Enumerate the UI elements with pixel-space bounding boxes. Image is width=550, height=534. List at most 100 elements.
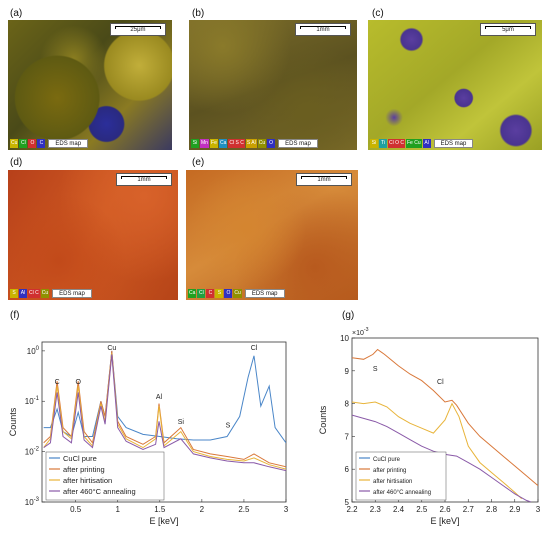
element-chip: Cl O C bbox=[388, 139, 405, 148]
scale-bar: 1mm bbox=[295, 23, 351, 36]
peak-annotation: Cl bbox=[437, 379, 444, 386]
x-tick-label: 2.9 bbox=[509, 505, 521, 514]
element-chip: Cu bbox=[257, 139, 267, 148]
element-chip: Si bbox=[370, 139, 378, 148]
legend-box bbox=[355, 451, 447, 501]
x-axis-label: E [keV] bbox=[430, 516, 459, 526]
series-line bbox=[352, 401, 523, 500]
element-legend: S Al Cl C Cu EDS map bbox=[10, 289, 92, 298]
x-tick-label: 2.6 bbox=[439, 505, 451, 514]
element-chip: Si bbox=[191, 139, 199, 148]
legend-entry: after printing bbox=[373, 468, 406, 474]
series-line bbox=[43, 353, 286, 470]
y-tick-label: 10-2 bbox=[25, 447, 40, 457]
legend-entry: CuCl pure bbox=[373, 457, 401, 463]
y-axis-label: Counts bbox=[318, 405, 328, 434]
series-line bbox=[352, 348, 538, 486]
panel-label-d: (d) bbox=[10, 157, 23, 168]
eds-map-label: EDS map bbox=[433, 139, 474, 148]
y-tick-label: 10-1 bbox=[25, 396, 40, 406]
x-axis-label: E [keV] bbox=[149, 516, 178, 526]
eds-map-c: 5μm Si Ti Cl O C Fe Cu Al EDS map bbox=[368, 20, 542, 150]
panel-label-c: (c) bbox=[372, 8, 384, 19]
y-tick-label: 8 bbox=[345, 400, 350, 409]
element-chip: S bbox=[215, 289, 224, 298]
x-tick-label: 1 bbox=[115, 505, 120, 514]
element-chip: O bbox=[267, 139, 276, 148]
element-chip: C bbox=[37, 139, 46, 148]
y-exponent-label: ×10-3 bbox=[352, 327, 369, 337]
x-tick-label: 2 bbox=[200, 505, 205, 514]
eds-map-label: EDS map bbox=[52, 289, 92, 298]
eds-map-d: 1mm S Al Cl C Cu EDS map bbox=[8, 170, 178, 300]
x-tick-label: 1.5 bbox=[154, 505, 166, 514]
y-tick-label: 5 bbox=[345, 498, 350, 507]
series-line bbox=[43, 354, 286, 472]
peak-annotation: Al bbox=[156, 394, 163, 401]
panel-label-b: (b) bbox=[192, 8, 205, 19]
element-chip: O bbox=[28, 139, 37, 148]
element-chip: Ca bbox=[188, 289, 197, 298]
legend-entry: after printing bbox=[63, 465, 105, 474]
y-tick-label: 10 bbox=[340, 334, 349, 343]
peak-annotation: C bbox=[55, 379, 60, 386]
x-tick-label: 2.2 bbox=[346, 505, 358, 514]
scale-bar: 5μm bbox=[480, 23, 536, 36]
x-tick-label: 2.5 bbox=[416, 505, 428, 514]
peak-annotation: Si bbox=[178, 419, 185, 426]
x-tick-label: 3 bbox=[284, 505, 289, 514]
element-chip: Cl C bbox=[28, 289, 40, 298]
eds-map-label: EDS map bbox=[278, 139, 318, 148]
legend-entry: CuCl pure bbox=[63, 454, 97, 463]
panel-label-e: (e) bbox=[192, 157, 205, 168]
x-tick-label: 3 bbox=[536, 505, 541, 514]
legend-box bbox=[45, 451, 165, 501]
element-chip: Ca bbox=[218, 139, 228, 148]
panel-label-f: (f) bbox=[10, 310, 20, 321]
y-tick-label: 100 bbox=[27, 346, 40, 356]
spectrum-chart-f: 0.5 1 1.5 2 2.5 3 10-3 10-2 10-1 100 E [keV] Counts… bbox=[8, 341, 289, 526]
element-chip: Al bbox=[422, 139, 431, 148]
peak-annotation: Cl bbox=[251, 345, 258, 352]
element-chip: Mn bbox=[200, 139, 209, 148]
x-tick-label: 0.5 bbox=[70, 505, 82, 514]
element-chip: Fe Cu bbox=[406, 139, 422, 148]
element-chip: Cu bbox=[10, 139, 19, 148]
legend-entry: after 460°C annealing bbox=[373, 490, 431, 496]
y-tick-label: 10-3 bbox=[25, 497, 40, 507]
element-chip: Cu bbox=[233, 289, 242, 298]
peak-annotation: Cu bbox=[107, 345, 116, 352]
eds-map-e: 1mm Ca Cl C S O Cu EDS map bbox=[186, 170, 358, 300]
spectrum-chart-g: 2.2 2.3 2.4 2.5 2.6 2.7 2.8 2.9 3 5 6 7 8 9 10 E [keV] C… bbox=[318, 327, 541, 526]
element-chip: S Al bbox=[245, 139, 257, 148]
legend-entry: after 460°C annealing bbox=[63, 487, 136, 496]
peak-annotation: S bbox=[226, 423, 231, 430]
element-legend: Si Ti Cl O C Fe Cu Al EDS map bbox=[370, 139, 474, 148]
element-chip: C bbox=[206, 289, 215, 298]
element-chip: Cl bbox=[19, 139, 28, 148]
eds-map-label: EDS map bbox=[244, 289, 285, 298]
x-tick-label: 2.8 bbox=[486, 505, 498, 514]
peak-annotation: S bbox=[373, 366, 378, 373]
element-chip: Cu bbox=[40, 289, 50, 298]
legend-entry: after hirtisation bbox=[63, 476, 112, 485]
element-chip: O bbox=[224, 289, 233, 298]
panel-label-a: (a) bbox=[10, 8, 23, 19]
element-legend: Cu Cl O C EDS map bbox=[10, 139, 89, 148]
x-tick-label: 2.4 bbox=[393, 505, 405, 514]
legend-entry: after hirtisation bbox=[373, 479, 412, 485]
x-tick-label: 2.3 bbox=[370, 505, 382, 514]
peak-annotation: O bbox=[75, 379, 81, 386]
scale-bar: 1mm bbox=[116, 173, 172, 186]
eds-map-a: 25μm Cu Cl O C EDS map bbox=[8, 20, 172, 150]
element-legend: Ca Cl C S O Cu EDS map bbox=[188, 289, 285, 298]
element-chip: S bbox=[10, 289, 18, 298]
y-tick-label: 7 bbox=[345, 432, 350, 441]
element-chip: Fe bbox=[209, 139, 218, 148]
element-chip: Cl S C bbox=[228, 139, 245, 148]
element-chip: Ti bbox=[379, 139, 387, 148]
y-tick-label: 6 bbox=[345, 465, 350, 474]
eds-map-label: EDS map bbox=[48, 139, 89, 148]
